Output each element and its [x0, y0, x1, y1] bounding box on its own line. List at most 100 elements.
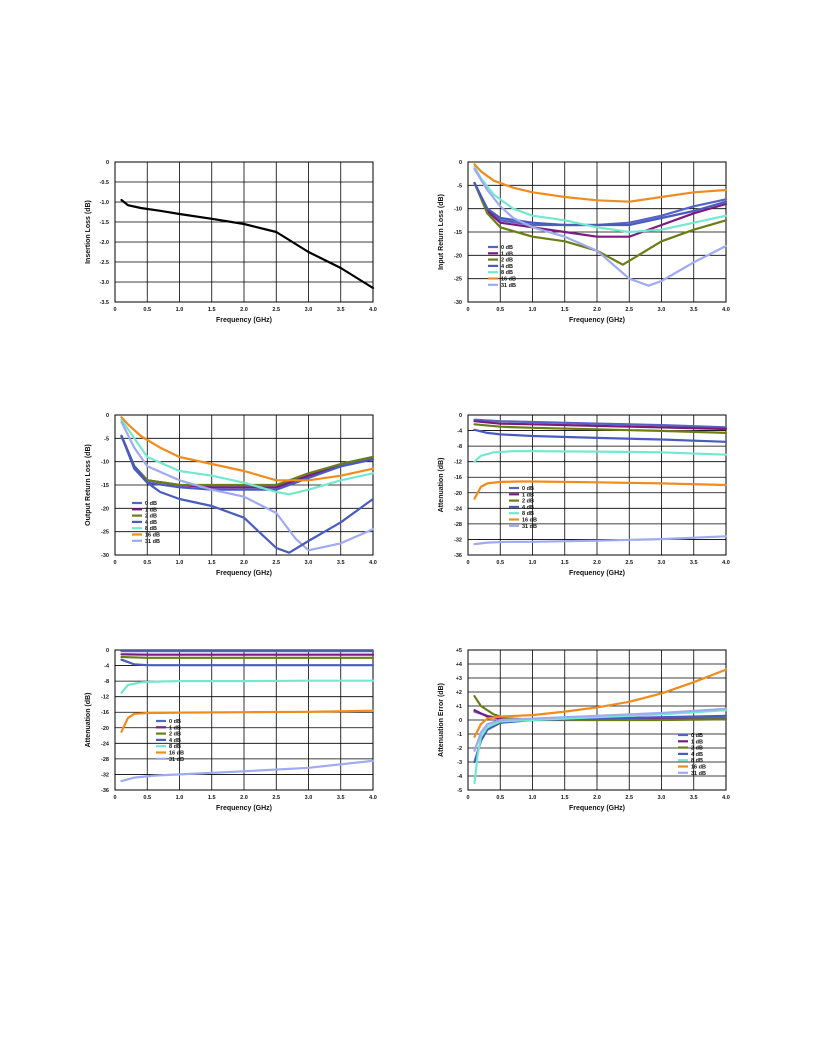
y-tick-label: -10: [454, 207, 462, 213]
x-tick-label: 3.0: [658, 307, 666, 313]
series-line-6: [473, 167, 728, 287]
x-axis-label: Frequency (GHz): [569, 805, 625, 812]
y-tick-label: -28: [101, 757, 109, 763]
series-line-6: [473, 707, 728, 752]
y-tick-label: -30: [101, 553, 109, 559]
x-tick-label: 1.0: [176, 307, 184, 313]
series-line-4: [473, 709, 728, 785]
x-tick-label: 0: [113, 795, 116, 801]
x-tick-label: 3.5: [690, 795, 698, 801]
legend-label: 0 dB: [691, 733, 703, 739]
x-axis-label: Frequency (GHz): [216, 805, 272, 812]
legend-label: 8 dB: [145, 526, 157, 532]
series-line-6: [120, 420, 375, 552]
y-tick-label: -16: [454, 475, 462, 481]
legend-label: 2 dB: [169, 732, 181, 738]
y-tick-label: -0.5: [100, 180, 109, 186]
series-line-2: [120, 655, 375, 659]
x-tick-label: 1.5: [561, 307, 569, 313]
series-line-4: [120, 418, 375, 496]
legend-label: 2 dB: [145, 514, 157, 520]
y-tick-label: -32: [454, 537, 462, 543]
x-tick-label: 1.0: [529, 307, 537, 313]
legend-label: 8 dB: [169, 744, 181, 750]
legend-label: 8 dB: [691, 758, 703, 764]
y-tick-label: -25: [454, 277, 462, 283]
y-tick-label: -2.5: [100, 260, 109, 266]
series-line-5: [473, 480, 728, 500]
x-tick-label: 4.0: [369, 795, 377, 801]
y-tick-label: -1.5: [100, 220, 109, 226]
legend-label: 4 dB: [501, 264, 513, 270]
series-line-5: [473, 668, 728, 738]
x-tick-label: 0: [466, 560, 469, 566]
y-tick-label: +4: [456, 662, 463, 668]
y-tick-label: 0: [459, 718, 462, 724]
x-tick-label: 1.0: [529, 795, 537, 801]
legend-label: 16 dB: [145, 533, 160, 539]
legend-label: 1 dB: [145, 507, 157, 513]
x-tick-label: 1.5: [208, 307, 216, 313]
legend-label: 2 dB: [691, 746, 703, 752]
x-tick-label: 2.0: [240, 307, 248, 313]
legend-label: 16 dB: [169, 751, 184, 757]
x-tick-label: 4.0: [722, 560, 730, 566]
x-tick-label: 3.5: [337, 795, 345, 801]
input-return-loss-chart: 0 0.5 1.0 1.5 2.0 2.5 3.0 3.5 4.0 0 -5 -10 -15 -20 -25…: [438, 160, 730, 324]
x-tick-label: 3.5: [690, 560, 698, 566]
y-tick-label: -36: [454, 553, 462, 559]
legend-label: 2 dB: [501, 258, 513, 264]
x-tick-label: 3.5: [337, 307, 345, 313]
x-tick-label: 1.5: [561, 795, 569, 801]
legend-label: 16 dB: [522, 518, 537, 524]
x-tick-label: 1.5: [561, 560, 569, 566]
plot-frame: [467, 161, 727, 303]
x-tick-label: 3.0: [305, 560, 313, 566]
y-tick-label: -4: [104, 664, 110, 670]
legend-label: 4 dB: [169, 738, 181, 744]
x-tick-label: 2.0: [593, 560, 601, 566]
series-line-0: [473, 418, 728, 429]
legend-label: 8 dB: [522, 511, 534, 517]
y-tick-label: 0: [106, 413, 109, 419]
y-tick-label: -32: [101, 772, 109, 778]
x-axis-label: Frequency (GHz): [216, 570, 272, 577]
y-tick-label: 0: [459, 160, 462, 166]
y-tick-label: +3: [456, 676, 462, 682]
y-tick-label: 0: [459, 413, 462, 419]
y-tick-label: -24: [454, 506, 463, 512]
x-tick-label: 0.5: [496, 307, 504, 313]
y-tick-label: 0: [106, 648, 109, 654]
x-tick-label: 3.0: [658, 560, 666, 566]
x-tick-label: 0.5: [496, 560, 504, 566]
x-tick-label: 2.0: [240, 795, 248, 801]
y-axis-label: Input Return Loss (dB): [438, 194, 445, 270]
x-tick-label: 2.5: [625, 307, 633, 313]
y-tick-label: -1: [457, 732, 462, 738]
series-line-5: [473, 163, 728, 203]
x-tick-label: 1.0: [176, 795, 184, 801]
legend-label: 16 dB: [691, 765, 706, 771]
y-tick-label: +1: [456, 704, 462, 710]
x-axis-label: Frequency (GHz): [216, 317, 272, 324]
y-tick-label: -20: [101, 506, 109, 512]
x-tick-label: 3.5: [690, 307, 698, 313]
y-tick-label: -3.0: [100, 280, 109, 286]
y-tick-label: -28: [454, 522, 462, 528]
y-tick-label: -8: [457, 444, 462, 450]
attenuation-error-chart: 0 0.5 1.0 1.5 2.0 2.5 3.0 3.5 4.0 +5 +4 +3 +2 +1 0 -1 -2…: [438, 648, 730, 812]
x-tick-label: 0: [113, 560, 116, 566]
y-axis-label: Attenuation (dB): [438, 458, 445, 513]
x-tick-label: 0: [466, 307, 469, 313]
series-line-5: [120, 709, 375, 733]
plot-frame: [114, 649, 374, 791]
y-tick-label: -20: [101, 726, 109, 732]
legend-label: 8 dB: [501, 270, 513, 276]
legend-label: 1 dB: [501, 251, 513, 257]
x-tick-label: 1.0: [176, 560, 184, 566]
series-line-1: [473, 181, 728, 238]
y-tick-label: -5: [457, 788, 462, 794]
series-line-4: [120, 679, 375, 694]
